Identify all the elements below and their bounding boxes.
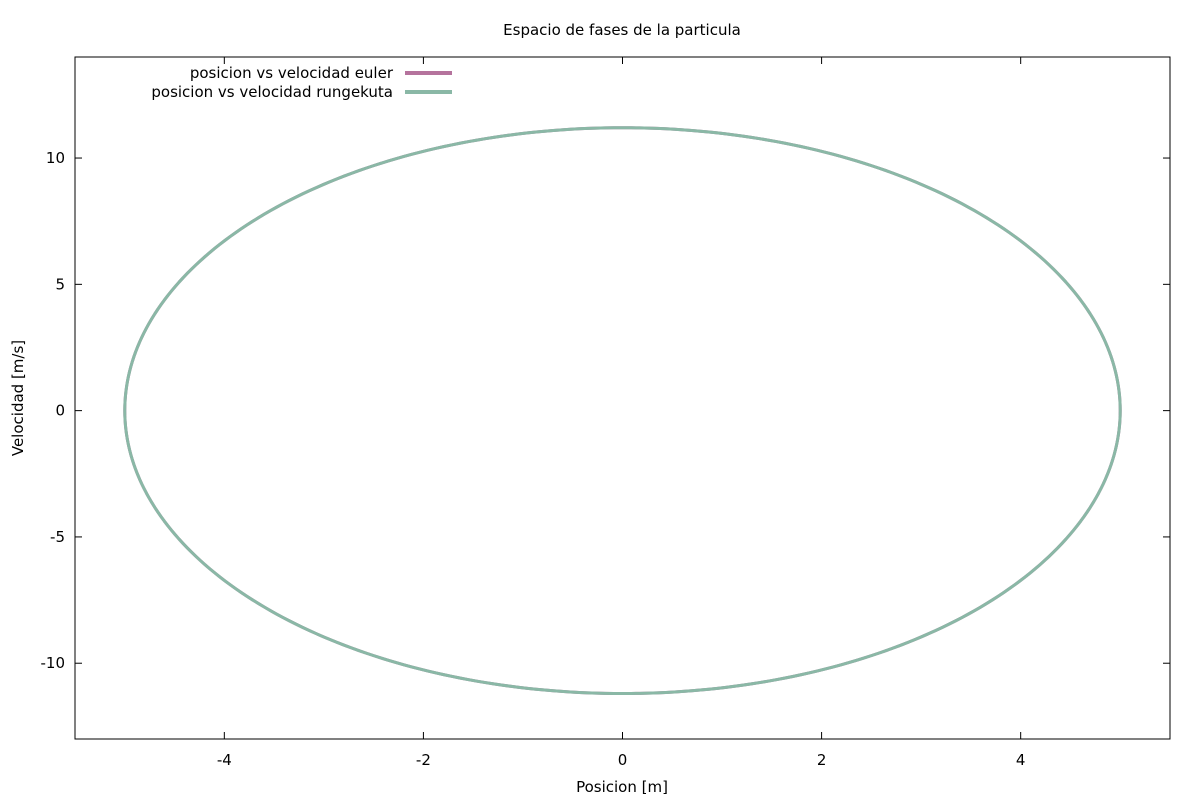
- series-layer: [123, 126, 1122, 696]
- series-line-euler: [123, 126, 1122, 696]
- y-tick-label: -10: [41, 654, 66, 672]
- y-tick-label: 0: [55, 402, 65, 420]
- x-tick-label: -4: [217, 751, 232, 769]
- y-tick-label: 10: [46, 149, 65, 167]
- y-tick-label: 5: [55, 275, 65, 293]
- x-tick-label: -2: [416, 751, 431, 769]
- x-axis-label: Posicion [m]: [576, 778, 668, 796]
- chart-title: Espacio de fases de la particula: [503, 21, 741, 39]
- x-tick-label: 0: [618, 751, 628, 769]
- x-tick-label: 4: [1016, 751, 1026, 769]
- legend-label: posicion vs velocidad rungekuta: [151, 83, 393, 101]
- x-axis-ticks: -4 -2 0 2 4: [217, 57, 1026, 769]
- legend-label: posicion vs velocidad euler: [190, 64, 394, 82]
- y-axis-ticks: -10 -5 0 5 10: [41, 149, 1170, 672]
- plot-frame: [74, 56, 1171, 740]
- y-axis-label: Velocidad [m/s]: [9, 340, 27, 456]
- series-line-rungekuta: [123, 126, 1122, 696]
- x-tick-label: 2: [817, 751, 827, 769]
- y-tick-label: -5: [50, 528, 65, 546]
